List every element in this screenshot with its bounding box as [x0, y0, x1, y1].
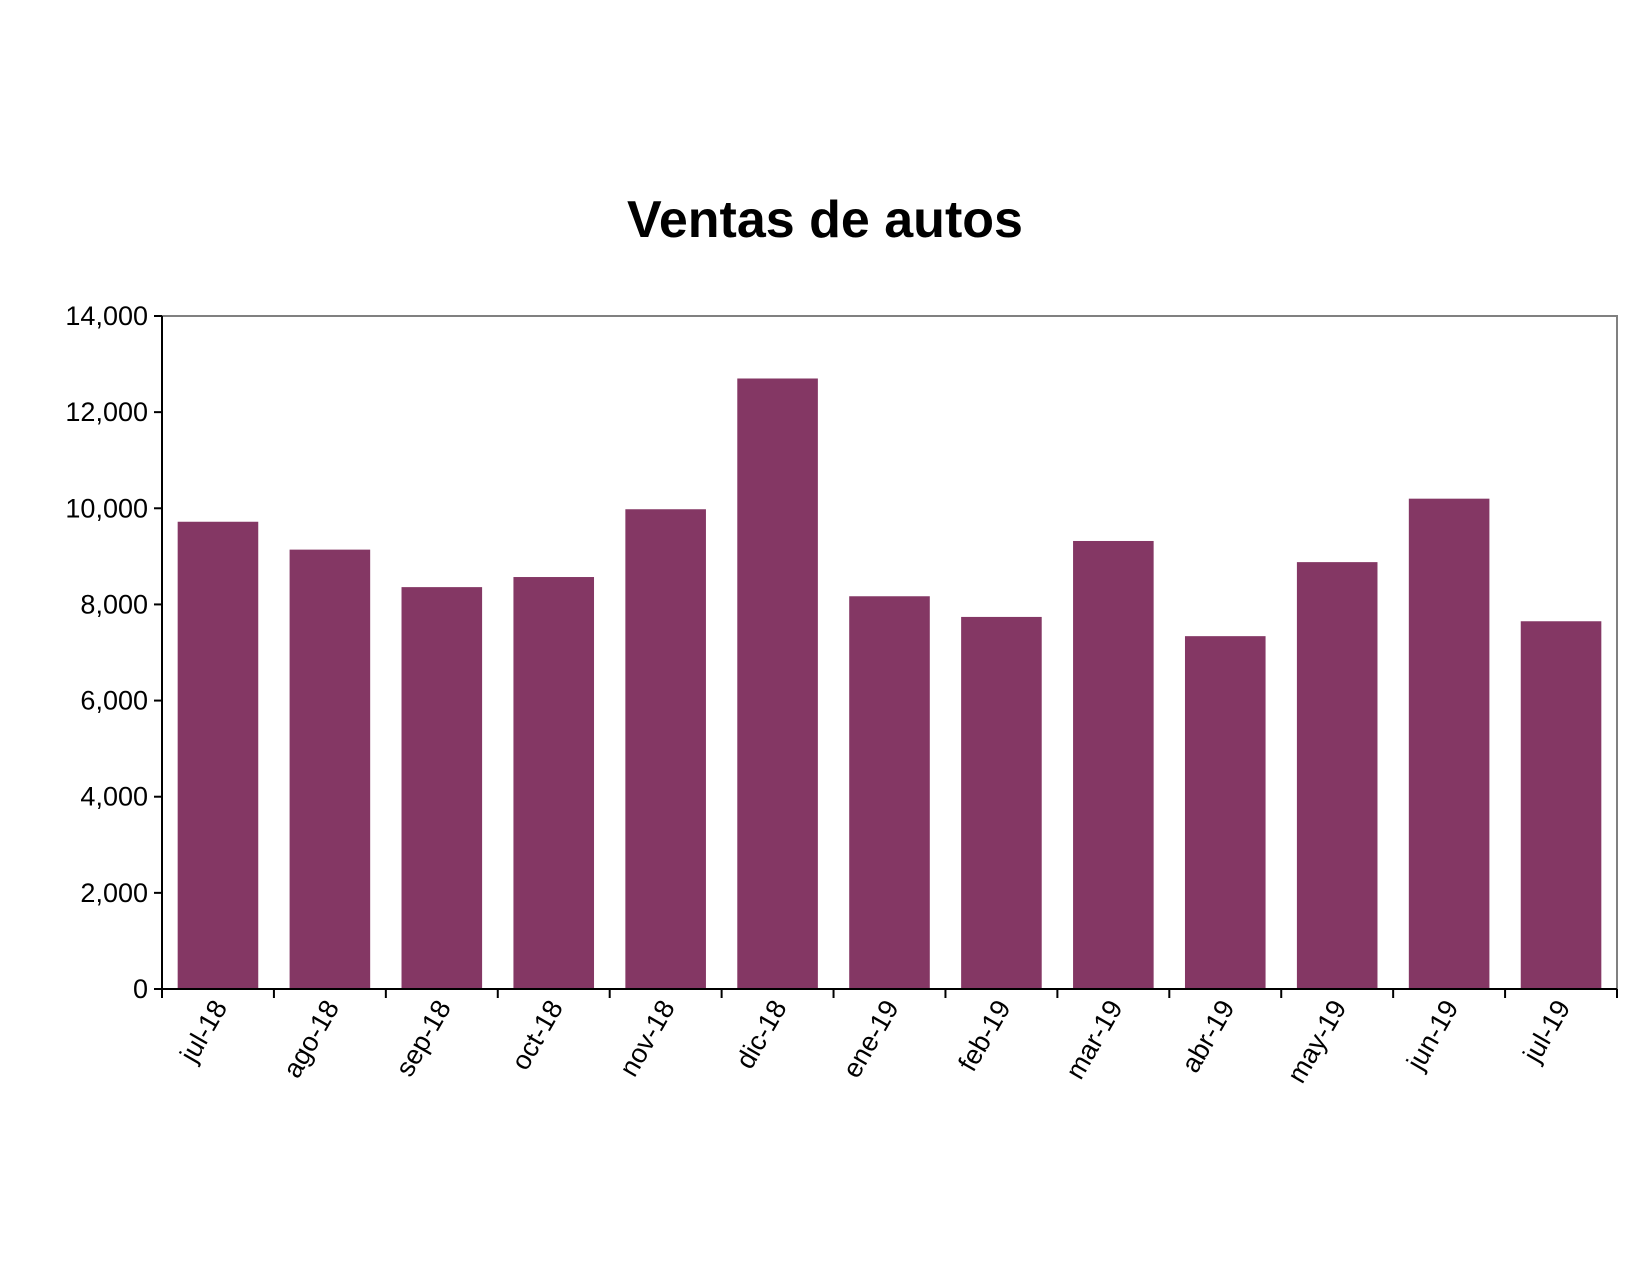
chart-title: Ventas de autos — [627, 191, 1023, 249]
x-tick-label: nov-18 — [614, 995, 681, 1082]
x-tick-label: feb-19 — [952, 995, 1016, 1076]
x-tick-label: jul-19 — [1517, 995, 1577, 1068]
bar-abr-19 — [1184, 636, 1266, 989]
bar-sep-18 — [401, 587, 483, 989]
y-tick-label: 4,000 — [80, 782, 148, 812]
x-tick-label: ago-18 — [277, 995, 345, 1083]
bar-jul-19 — [1520, 621, 1602, 989]
x-axis: jul-18 ago-18 sep-18 oct-18 nov-18 dic-18 ene-… — [161, 988, 1618, 1088]
y-tick-label: 0 — [133, 974, 148, 1004]
x-tick-label: jun-19 — [1400, 995, 1464, 1076]
bars-group — [177, 378, 1602, 989]
bar-mar-19 — [1073, 540, 1154, 989]
bar-may-19 — [1296, 562, 1378, 989]
x-tick-label: sep-18 — [390, 995, 457, 1082]
bar-ene-19 — [849, 596, 930, 989]
y-tick-label: 12,000 — [65, 397, 148, 427]
bar-jun-19 — [1408, 498, 1490, 989]
y-axis: 0 2,000 4,000 6,000 8,000 10,000 12,000 14,000 — [65, 301, 163, 1004]
y-tick-label: 14,000 — [65, 301, 148, 331]
x-tick-label: jul-18 — [174, 995, 234, 1068]
bar-oct-18 — [513, 577, 595, 989]
y-tick-label: 2,000 — [80, 878, 148, 908]
y-tick-label: 10,000 — [65, 493, 148, 523]
x-tick-label: ene-19 — [837, 995, 905, 1083]
bar-ago-18 — [289, 549, 371, 989]
y-tick-label: 8,000 — [80, 589, 148, 619]
bar-dic-18 — [737, 378, 818, 989]
x-tick-label: may-19 — [1281, 995, 1352, 1088]
bar-feb-19 — [961, 616, 1042, 989]
x-tick-label: mar-19 — [1060, 995, 1129, 1084]
x-tick-label: abr-19 — [1175, 995, 1240, 1078]
bar-jul-18 — [177, 521, 259, 989]
bar-nov-18 — [625, 509, 706, 989]
y-tick-label: 6,000 — [80, 686, 148, 716]
x-tick-label: dic-18 — [730, 995, 793, 1074]
x-tick-label: oct-18 — [505, 995, 569, 1075]
